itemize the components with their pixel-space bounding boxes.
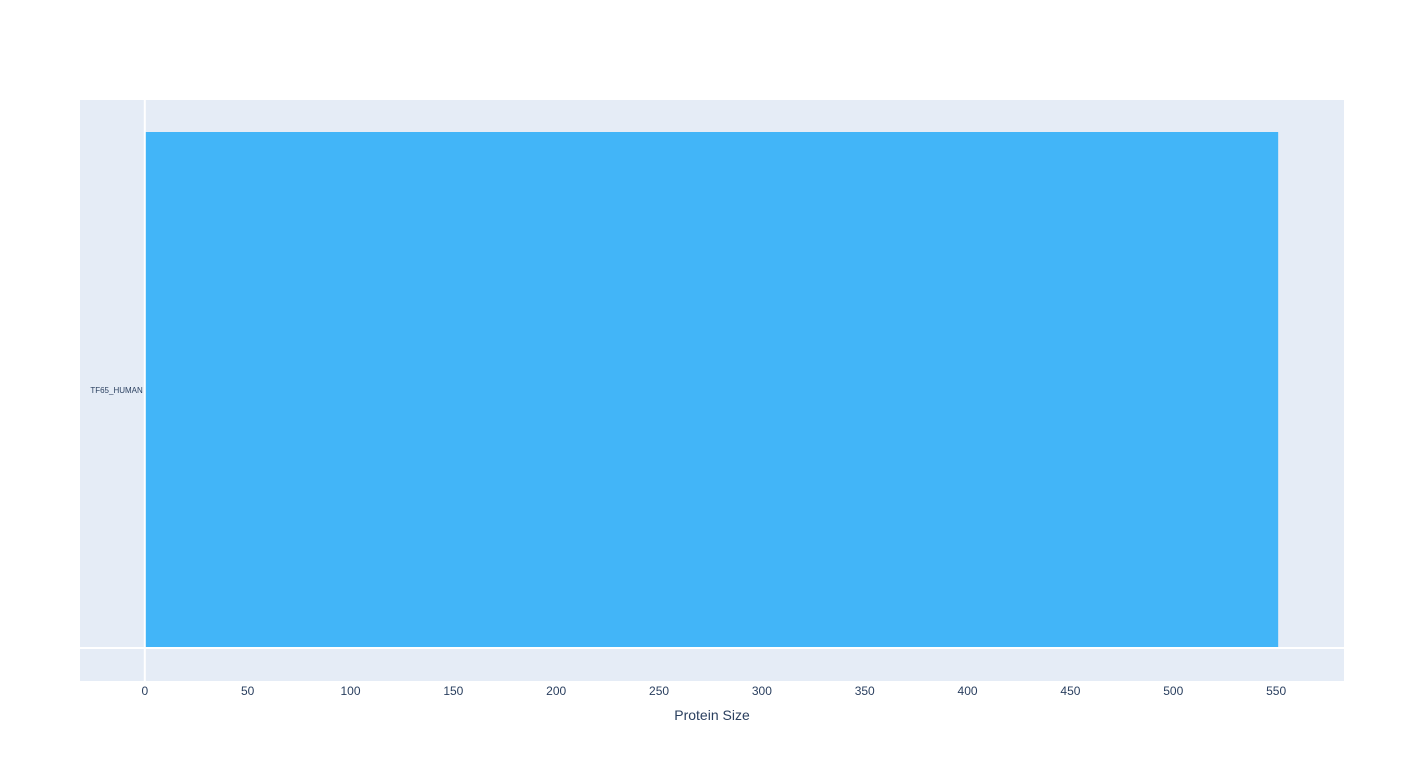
bar-tf65-human[interactable]	[144, 132, 1279, 648]
x-tick-label: 450	[1060, 684, 1080, 698]
x-tick-label: 400	[958, 684, 978, 698]
x-tick-label: 300	[752, 684, 772, 698]
y-axis-ticks: TF65_HUMAN	[90, 386, 143, 395]
bars	[144, 132, 1279, 648]
x-axis-title: Protein Size	[674, 707, 750, 723]
x-tick-label: 350	[855, 684, 875, 698]
x-tick-label: 50	[241, 684, 255, 698]
y-category-label: TF65_HUMAN	[90, 386, 143, 395]
x-tick-label: 100	[340, 684, 360, 698]
x-tick-label: 0	[141, 684, 148, 698]
x-tick-label: 500	[1163, 684, 1183, 698]
x-tick-label: 250	[649, 684, 669, 698]
x-tick-label: 150	[443, 684, 463, 698]
x-tick-label: 200	[546, 684, 566, 698]
x-tick-label: 550	[1266, 684, 1286, 698]
x-axis-ticks: 0 50 100 150 200 250 300 350 400 450 500 550	[141, 684, 1286, 698]
